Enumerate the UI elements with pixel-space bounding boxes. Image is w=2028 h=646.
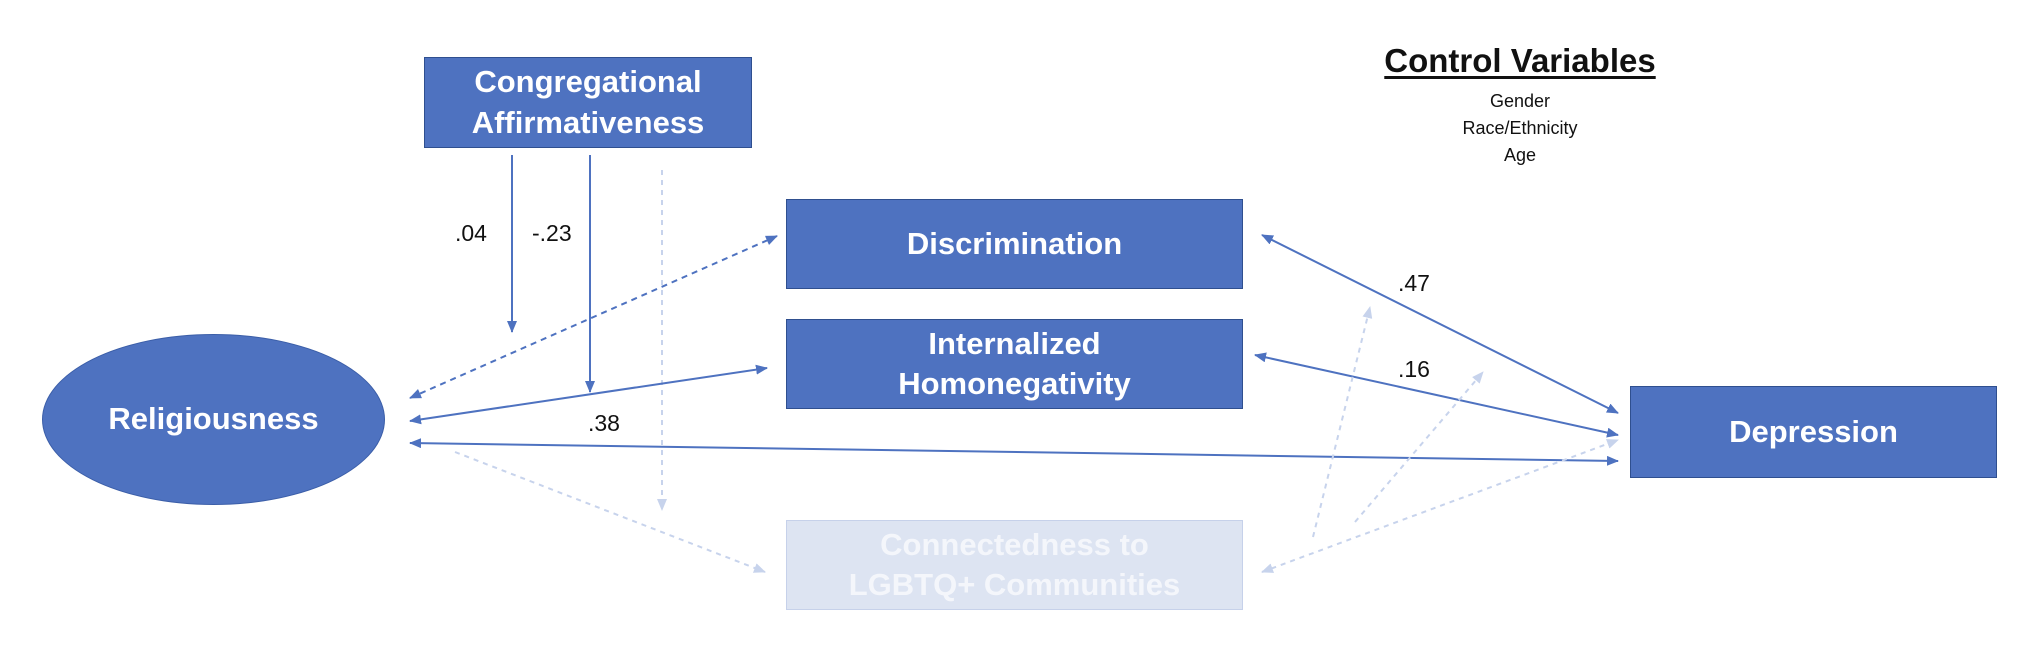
religiousness-label: Religiousness xyxy=(108,401,319,437)
connectedness-node: Connectedness to LGBTQ+ Communities xyxy=(786,520,1243,610)
control-variable-race-ethnicity: Race/Ethnicity xyxy=(1462,118,1578,138)
congregational-line-1: Congregational xyxy=(474,64,702,100)
discrimination-depression-arrow xyxy=(1261,234,1619,414)
control-variable-gender: Gender xyxy=(1489,91,1551,111)
internalized-homonegativity-node: Internalized Homonegativity xyxy=(786,319,1243,409)
control-variables-title: Control Variables xyxy=(1384,42,1656,79)
depression-label: Depression xyxy=(1729,413,1898,449)
control-variables-panel: Control Variables Gender Race/Ethnicity … xyxy=(1330,42,1710,169)
coefficient-religiousness-depression: .38 xyxy=(588,410,620,436)
connectedness-moderation-arrow-1 xyxy=(1312,306,1373,538)
homonegativity-line-1: Internalized xyxy=(928,325,1101,361)
coefficient-moderation-2: -.23 xyxy=(532,220,572,246)
control-variable-age: Age xyxy=(1503,145,1537,165)
coefficient-homonegativity-depression: .16 xyxy=(1398,356,1430,382)
connectedness-line-2: LGBTQ+ Communities xyxy=(848,567,1181,602)
discrimination-node: Discrimination xyxy=(786,199,1243,289)
depression-node: Depression xyxy=(1630,386,1997,478)
connectedness-depression-arrow xyxy=(1261,439,1619,573)
coefficient-discrimination-depression: .47 xyxy=(1398,270,1430,296)
homonegativity-line-2: Homonegativity xyxy=(898,366,1131,401)
coefficient-moderation-1: .04 xyxy=(455,220,487,246)
religiousness-homonegativity-arrow xyxy=(409,364,768,425)
religiousness-depression-arrow xyxy=(409,438,1619,466)
congregational-affirmativeness-node: Congregational Affirmativeness xyxy=(424,57,752,148)
religiousness-node: Religiousness xyxy=(42,334,385,505)
congregational-line-2: Affirmativeness xyxy=(471,104,705,140)
discrimination-label: Discrimination xyxy=(906,225,1123,261)
connectedness-moderation-arrow-2 xyxy=(1354,371,1484,523)
religiousness-connectedness-arrow xyxy=(454,451,766,573)
connectedness-line-1: Connectedness to xyxy=(880,526,1149,562)
homonegativity-depression-arrow xyxy=(1254,352,1619,438)
